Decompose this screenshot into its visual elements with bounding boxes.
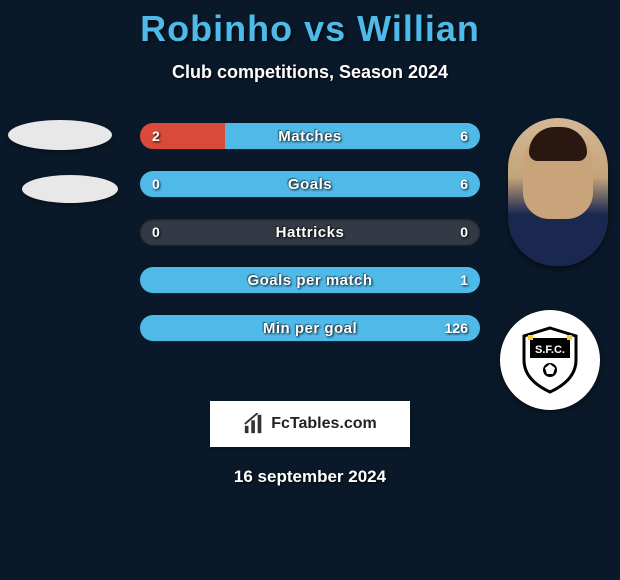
stat-row: 2 Matches 6	[140, 123, 480, 149]
stat-row: Goals per match 1	[140, 267, 480, 293]
stat-value-right: 6	[460, 128, 468, 144]
stat-value-right: 6	[460, 176, 468, 192]
stat-value-right: 1	[460, 272, 468, 288]
badge-text: S.F.C.	[535, 344, 565, 356]
stat-row: 0 Hattricks 0	[140, 219, 480, 245]
fctables-label: FcTables.com	[271, 415, 377, 433]
subtitle: Club competitions, Season 2024	[172, 62, 448, 83]
stat-label: Goals	[288, 176, 332, 193]
stat-label: Goals per match	[247, 272, 372, 289]
date-label: 16 september 2024	[234, 467, 386, 487]
chart-icon	[243, 413, 265, 435]
stat-value-left: 2	[152, 128, 160, 144]
comparison-card: Robinho vs Willian Club competitions, Se…	[0, 0, 620, 580]
stat-label: Hattricks	[276, 224, 345, 241]
stat-value-left: 0	[152, 176, 160, 192]
stat-label: Min per goal	[263, 320, 357, 337]
stat-row: 0 Goals 6	[140, 171, 480, 197]
page-title: Robinho vs Willian	[140, 8, 480, 50]
stat-value-left: 0	[152, 224, 160, 240]
stat-label: Matches	[278, 128, 342, 145]
stat-fill-right	[225, 123, 480, 149]
stat-row: Min per goal 126	[140, 315, 480, 341]
stat-value-right: 0	[460, 224, 468, 240]
stats-area: 2 Matches 6 0 Goals 6 0 Hattricks 0 Goals per mat…	[0, 123, 620, 341]
fctables-badge: FcTables.com	[210, 401, 410, 447]
stat-value-right: 126	[445, 320, 468, 336]
